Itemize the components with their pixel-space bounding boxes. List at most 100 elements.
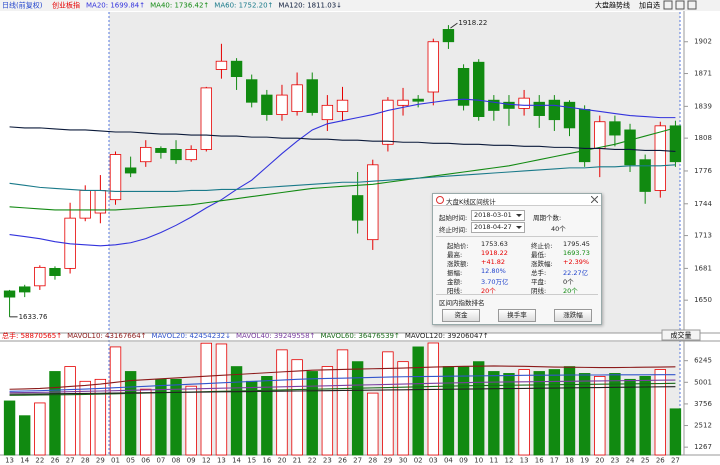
stat-value: 22.27亿 [563, 269, 589, 277]
candle-body [624, 129, 636, 166]
dialog-title: 大盘K线区间统计 [446, 198, 496, 206]
volume-bar [669, 408, 682, 456]
annotation: 1633.76 [19, 313, 48, 321]
volume-bar [215, 343, 228, 456]
volume-bar [64, 366, 76, 456]
volume-bar [336, 349, 349, 456]
y-tick-label: 1902 [694, 38, 712, 46]
x-tick-label: 26 [656, 457, 665, 465]
volume-bar [321, 366, 334, 456]
icon[interactable] [687, 0, 697, 10]
candle-body [518, 97, 530, 109]
candle-body [503, 101, 515, 109]
volume-bar [609, 373, 621, 456]
date-text: 2018-03-01 [474, 211, 512, 219]
y-tick-label: 2512 [694, 422, 712, 430]
x-tick-label: 20 [278, 457, 287, 465]
candle-body [669, 125, 682, 163]
candle-body [19, 286, 31, 293]
candle-body [155, 147, 167, 153]
volume-bar [533, 371, 545, 456]
stat-value: 12.80% [481, 267, 506, 275]
stat-value: 1693.73 [563, 249, 590, 257]
button[interactable]: 涨跌幅 [554, 309, 592, 322]
label: 终止时间: [439, 226, 468, 234]
candle-body [412, 98, 424, 102]
candle-body [578, 109, 591, 163]
x-tick-label: 20 [595, 457, 604, 465]
x-tick-label: 28 [368, 457, 377, 465]
interval-stats-dialog: 大盘K线区间统计 起始时间: 2018-03-01 周期个数: 终止时间: 20… [432, 193, 602, 325]
header-button[interactable]: 大盘趋势线 [595, 1, 630, 10]
index-name: 创业板指 [52, 1, 80, 10]
stat-label: 振幅: [447, 269, 463, 277]
volume-bar [155, 378, 167, 456]
header-button[interactable]: 加自选 [639, 1, 660, 10]
stat-value: 1795.45 [563, 240, 590, 248]
stat-label: 涨跌幅: [531, 260, 553, 268]
ma-line [9, 164, 676, 193]
ma-line [9, 127, 676, 211]
volume-bar [351, 361, 364, 456]
x-tick-label: 15 [247, 457, 256, 465]
stat-label: 总手: [531, 269, 547, 277]
legend-entry: MAVOL120: 39206047↑ [405, 332, 489, 340]
volume-total: 总手: 58870565↑ [2, 331, 62, 340]
candle-body [533, 101, 545, 116]
candle-body [473, 61, 485, 118]
volume-bar [473, 361, 485, 456]
stat-label: 阴线: [531, 287, 547, 295]
stat-value: 1918.22 [481, 249, 508, 257]
stat-value: +2.39% [563, 258, 590, 266]
stat-value: 0个 [563, 278, 574, 286]
y-tick-label: 6245 [694, 357, 712, 365]
icon[interactable] [675, 0, 685, 10]
volume-bar [457, 366, 470, 456]
volume-bar [140, 388, 152, 456]
x-tick-label: 28 [81, 457, 90, 465]
x-tick-label: 29 [383, 457, 392, 465]
x-tick-label: 02 [414, 457, 423, 465]
volume-bar [563, 366, 576, 456]
end-date[interactable]: 2018-04-27 [471, 222, 525, 233]
candle-body [34, 266, 46, 287]
ma-line [9, 126, 676, 153]
x-tick-label: 24 [626, 457, 635, 465]
candle-body [79, 190, 91, 219]
x-tick-label: 22 [35, 457, 44, 465]
x-tick-label: 09 [459, 457, 468, 465]
x-tick-label: 26 [338, 457, 347, 465]
volume-bar [488, 371, 500, 456]
x-tick-label: 22 [308, 457, 317, 465]
count: 40个 [551, 225, 566, 233]
ma-line [9, 379, 676, 394]
x-tick-label: 17 [550, 457, 559, 465]
candle-body [3, 290, 16, 298]
stat-label: 最低: [531, 251, 547, 259]
volume-tab-label[interactable]: 成交量 [671, 331, 692, 340]
volume-bar [49, 371, 61, 456]
button[interactable]: 资金 [442, 309, 480, 322]
x-tick-label: 14 [232, 457, 241, 465]
volume-bar [3, 400, 16, 456]
stat-value: 20个 [563, 287, 578, 295]
button[interactable]: 换手率 [498, 309, 536, 322]
close-button[interactable] [591, 196, 598, 203]
volume-bar [230, 366, 243, 456]
icon[interactable] [663, 0, 673, 10]
ma-line [9, 382, 676, 396]
ma-line [9, 98, 676, 247]
x-tick-label: 12 [202, 457, 211, 465]
volume-tab[interactable] [661, 329, 701, 341]
x-tick-label: 14 [20, 457, 29, 465]
start-date[interactable]: 2018-03-01 [471, 210, 525, 221]
volume-bar [185, 385, 197, 456]
volume-bar [94, 378, 107, 456]
legend-entry: MAVOL10: 43167664↑ [67, 332, 146, 340]
x-tick-label: 30 [399, 457, 408, 465]
volume-bar [624, 378, 636, 456]
stat-label: 终止价: [531, 242, 553, 250]
annotation-leader [450, 22, 458, 29]
dialog-titlebar [433, 194, 601, 206]
volume-bar [518, 369, 530, 456]
